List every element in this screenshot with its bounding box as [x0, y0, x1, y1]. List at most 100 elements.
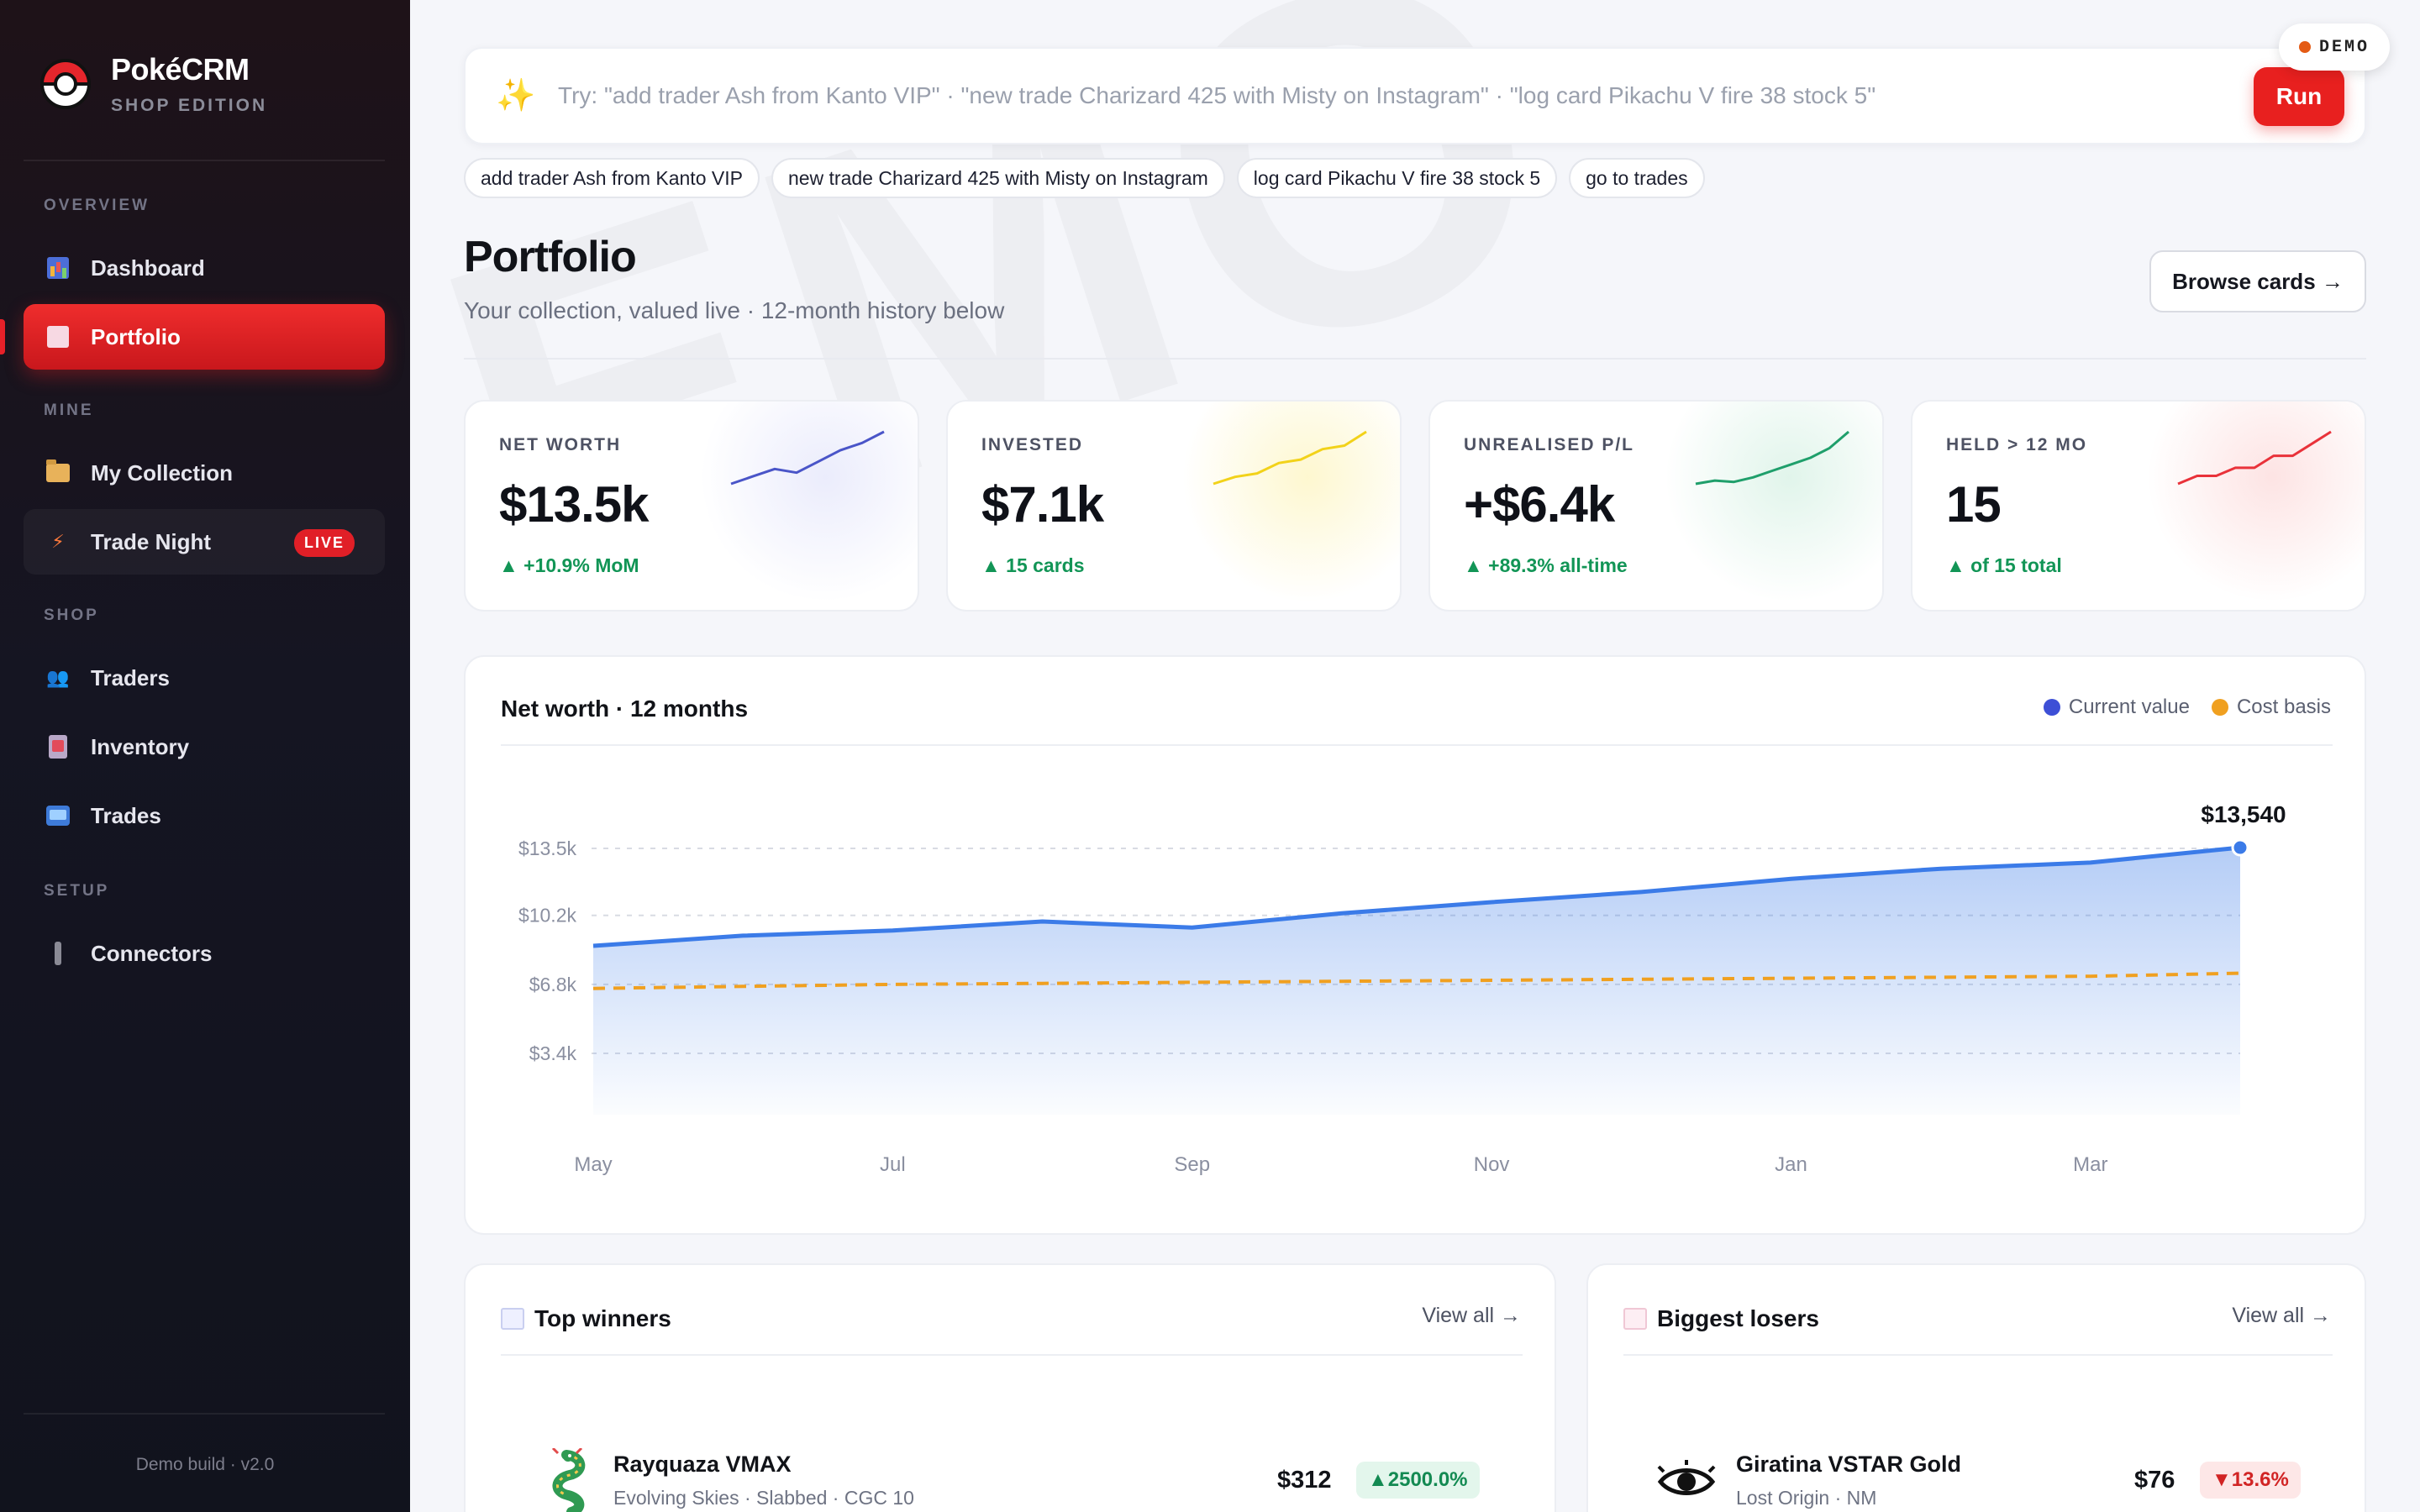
item-change-badge: ▲2500.0% — [1356, 1462, 1480, 1499]
kpi-delta: ▲ 15 cards — [981, 554, 1085, 576]
sidebar-divider — [24, 1413, 385, 1415]
sidebar-item-inventory[interactable]: Inventory — [24, 714, 385, 780]
sidebar-item-dashboard[interactable]: Dashboard — [24, 235, 385, 301]
sidebar-item-label: Trades — [91, 802, 161, 828]
kpi-card-net-worth: NET WORTH $13.5k ▲ +10.9% MoM — [464, 400, 919, 612]
list-divider — [501, 1354, 1523, 1356]
kpi-sparkline — [730, 430, 885, 486]
line-chart-icon — [47, 326, 69, 348]
top-winners-title: Top winners — [501, 1305, 671, 1332]
demo-badge: DEMO — [2279, 24, 2390, 71]
x-tick-label: Nov — [1474, 1153, 1510, 1176]
kpi-value: +$6.4k — [1464, 476, 1615, 533]
kpi-label: INVESTED — [981, 435, 1084, 454]
kpi-sparkline — [1213, 430, 1367, 486]
bar-chart-icon — [47, 257, 69, 279]
area-current-value — [593, 848, 2240, 1115]
sparkle-icon: ✨ — [496, 78, 536, 113]
folder-icon — [46, 459, 70, 482]
top-winners-card: Top winners View all → Rayquaza VMAX Evo… — [464, 1263, 1556, 1512]
sidebar-item-portfolio[interactable]: Portfolio — [24, 304, 385, 370]
kpi-label: UNREALISED P/L — [1464, 435, 1635, 454]
y-tick-label: $10.2k — [518, 905, 577, 927]
browse-cards-button[interactable]: Browse cards → — [2149, 250, 2366, 312]
sidebar-item-my-collection[interactable]: My Collection — [24, 440, 385, 506]
eye-thumbnail-icon — [1657, 1460, 1716, 1495]
kpi-sparkline — [2177, 430, 2332, 486]
box-icon — [49, 735, 67, 759]
suggestion-chip[interactable]: go to trades — [1569, 158, 1705, 198]
sidebar: PokéCRM SHOP EDITION OVERVIEW Dashboard … — [0, 0, 410, 1512]
net-worth-chart: $13.5k $10.2k $6.8k $3.4k $13,540 May Jul Sep No… — [518, 801, 2286, 1176]
y-tick-label: $6.8k — [529, 974, 577, 995]
command-input[interactable] — [558, 71, 2154, 121]
item-name: Rayquaza VMAX — [613, 1452, 792, 1477]
run-button[interactable]: Run — [2254, 67, 2344, 126]
sidebar-item-trade-night[interactable]: ⚡ Trade Night LIVE — [24, 509, 385, 575]
x-tick-label: Jan — [1775, 1153, 1807, 1176]
kpi-value: $13.5k — [499, 476, 650, 533]
series-current-value — [592, 845, 2241, 948]
sidebar-item-label: My Collection — [91, 459, 234, 486]
chart-divider — [501, 744, 2333, 746]
legend-item-current-value[interactable]: Current value — [2043, 696, 2190, 719]
rayquaza-thumbnail-icon — [551, 1448, 586, 1512]
end-point-marker — [2231, 838, 2249, 857]
kpi-label: NET WORTH — [499, 435, 622, 454]
header-divider — [464, 358, 2366, 360]
item-price: $76 — [2134, 1467, 2175, 1494]
y-tick-label: $3.4k — [529, 1042, 577, 1064]
view-all-losers-link[interactable]: View all → — [2232, 1304, 2331, 1327]
card-icon — [46, 806, 70, 826]
kpi-delta: ▲ +89.3% all-time — [1464, 554, 1628, 576]
suggestion-chip[interactable]: new trade Charizard 425 with Misty on In… — [771, 158, 1225, 198]
suggestion-chip[interactable]: add trader Ash from Kanto VIP — [464, 158, 760, 198]
x-tick-label: May — [574, 1153, 612, 1176]
live-badge: LIVE — [293, 529, 355, 557]
legend-item-cost-basis[interactable]: Cost basis — [2211, 696, 2331, 719]
kpi-card-unrealised-pl: UNREALISED P/L +$6.4k ▲ +89.3% all-time — [1428, 400, 1884, 612]
sidebar-item-label: Inventory — [91, 733, 190, 759]
people-icon: 👥 — [46, 667, 70, 688]
section-label-shop: SHOP — [44, 606, 99, 624]
kpi-card-held-12mo: HELD > 12 MO 15 ▲ of 15 total — [1911, 400, 2366, 612]
item-price: $312 — [1277, 1467, 1332, 1494]
build-version: Demo build · v2.0 — [135, 1455, 275, 1474]
net-worth-chart-card: Net worth · 12 months Current value Cost… — [464, 655, 2366, 1235]
suggestion-chips: add trader Ash from Kanto VIP new trade … — [464, 158, 1705, 198]
brand-subtitle: SHOP EDITION — [111, 96, 268, 115]
sidebar-item-trades[interactable]: Trades — [24, 783, 385, 848]
section-label-mine: MINE — [44, 402, 94, 419]
page-title: Portfolio — [464, 233, 637, 281]
active-indicator — [0, 319, 5, 354]
sidebar-item-label: Traders — [91, 664, 170, 690]
kpi-card-invested: INVESTED $7.1k ▲ 15 cards — [946, 400, 1402, 612]
view-all-winners-link[interactable]: View all → — [1422, 1304, 1521, 1327]
sidebar-item-label: Portfolio — [91, 323, 181, 349]
kpi-value: $7.1k — [981, 476, 1104, 533]
sidebar-item-traders[interactable]: 👥 Traders — [24, 645, 385, 711]
command-bar: ✨ Run — [464, 47, 2366, 144]
sidebar-item-connectors[interactable]: Connectors — [24, 921, 385, 986]
kpi-sparkline — [1695, 430, 1849, 486]
biggest-losers-card: Biggest losers View all → Giratina VSTAR… — [1586, 1263, 2366, 1512]
list-divider — [1623, 1354, 2333, 1356]
x-tick-label: Jul — [880, 1153, 906, 1176]
sparkline-series — [1695, 430, 1849, 486]
item-meta: Evolving Skies · Slabbed · CGC 10 — [613, 1487, 914, 1509]
item-change-badge: ▼13.6% — [2200, 1462, 2301, 1499]
item-name: Giratina VSTAR Gold — [1736, 1452, 1962, 1477]
end-value-label: $13,540 — [2201, 801, 2286, 827]
sparkline-series — [1213, 430, 1367, 486]
section-label-setup: SETUP — [44, 882, 110, 900]
chart-title: Net worth · 12 months — [501, 696, 749, 722]
kpi-delta: ▲ of 15 total — [1946, 554, 2062, 576]
brand[interactable]: PokéCRM SHOP EDITION — [40, 52, 267, 116]
chart-legend: Current value Cost basis — [2043, 696, 2331, 719]
sidebar-item-label: Connectors — [91, 940, 213, 966]
sidebar-item-label: Trade Night — [91, 528, 212, 554]
sidebar-item-label: Dashboard — [91, 255, 205, 281]
suggestion-chip[interactable]: log card Pikachu V fire 38 stock 5 — [1236, 158, 1558, 198]
y-tick-label: $13.5k — [518, 837, 577, 859]
demo-label: DEMO — [2318, 37, 2370, 57]
